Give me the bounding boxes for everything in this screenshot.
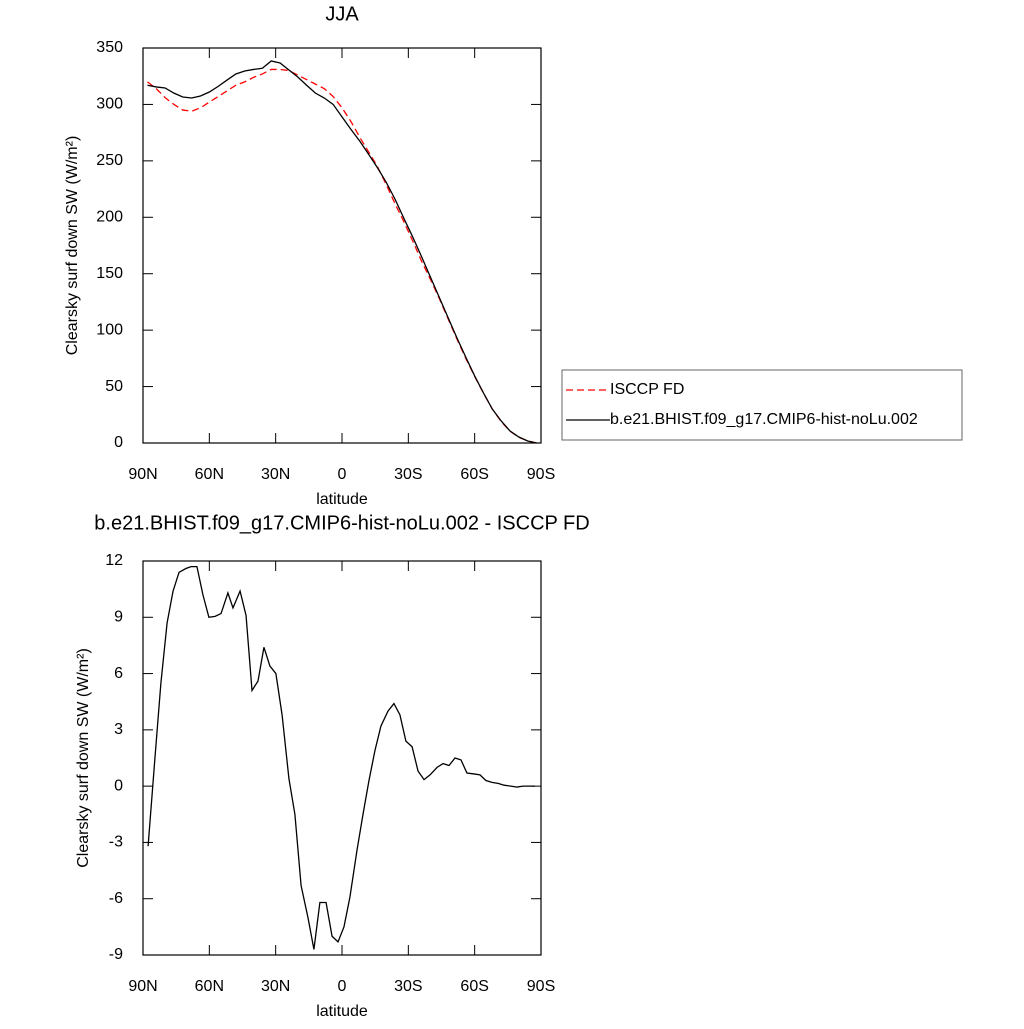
x-tick-label: 30N [261, 466, 290, 483]
x-axis-label: latitude [316, 491, 368, 508]
data-line [147, 68, 537, 444]
y-tick-label: 12 [105, 552, 123, 569]
x-tick-label: 60S [460, 466, 488, 483]
x-tick-label: 90N [128, 466, 157, 483]
y-tick-label: 0 [114, 434, 123, 451]
x-axis-label: latitude [316, 1003, 368, 1020]
x-tick-label: 30S [394, 466, 422, 483]
x-tick-label: 90N [128, 978, 157, 995]
x-tick-label: 0 [338, 466, 347, 483]
plot-frame [142, 47, 542, 444]
y-tick-label: 300 [96, 96, 123, 113]
legend-box [561, 369, 963, 441]
y-tick-label: -3 [109, 834, 123, 851]
y-tick-label: 50 [105, 378, 123, 395]
y-tick-label: -9 [109, 946, 123, 963]
y-tick-label: 9 [114, 609, 123, 626]
x-tick-label: 90S [527, 466, 555, 483]
x-tick-label: 60N [195, 466, 224, 483]
legend-label: b.e21.BHIST.f09_g17.CMIP6-hist-noLu.002 [610, 411, 918, 428]
legend-label: ISCCP FD [610, 381, 684, 398]
data-line [147, 60, 537, 444]
x-tick-label: 60S [460, 978, 488, 995]
y-tick-label: 350 [96, 39, 123, 56]
chart-title: b.e21.BHIST.f09_g17.CMIP6-hist-noLu.002 … [94, 512, 589, 534]
y-tick-label: 3 [114, 721, 123, 738]
plot-frame [142, 560, 542, 956]
x-tick-label: 0 [338, 978, 347, 995]
x-tick-label: 30S [394, 978, 422, 995]
y-tick-label: 6 [114, 665, 123, 682]
chart-title: JJA [325, 3, 359, 25]
y-axis-label: Clearsky surf down SW (W/m²) [75, 648, 92, 868]
y-axis-label: Clearsky surf down SW (W/m²) [64, 136, 81, 356]
x-tick-label: 30N [261, 978, 290, 995]
x-tick-label: 60N [195, 978, 224, 995]
y-tick-label: 250 [96, 152, 123, 169]
x-tick-label: 90S [527, 978, 555, 995]
y-tick-label: -6 [109, 890, 123, 907]
y-tick-label: 0 [114, 777, 123, 794]
data-line [147, 565, 536, 950]
y-tick-label: 100 [96, 321, 123, 338]
y-tick-label: 200 [96, 209, 123, 226]
y-tick-label: 150 [96, 265, 123, 282]
